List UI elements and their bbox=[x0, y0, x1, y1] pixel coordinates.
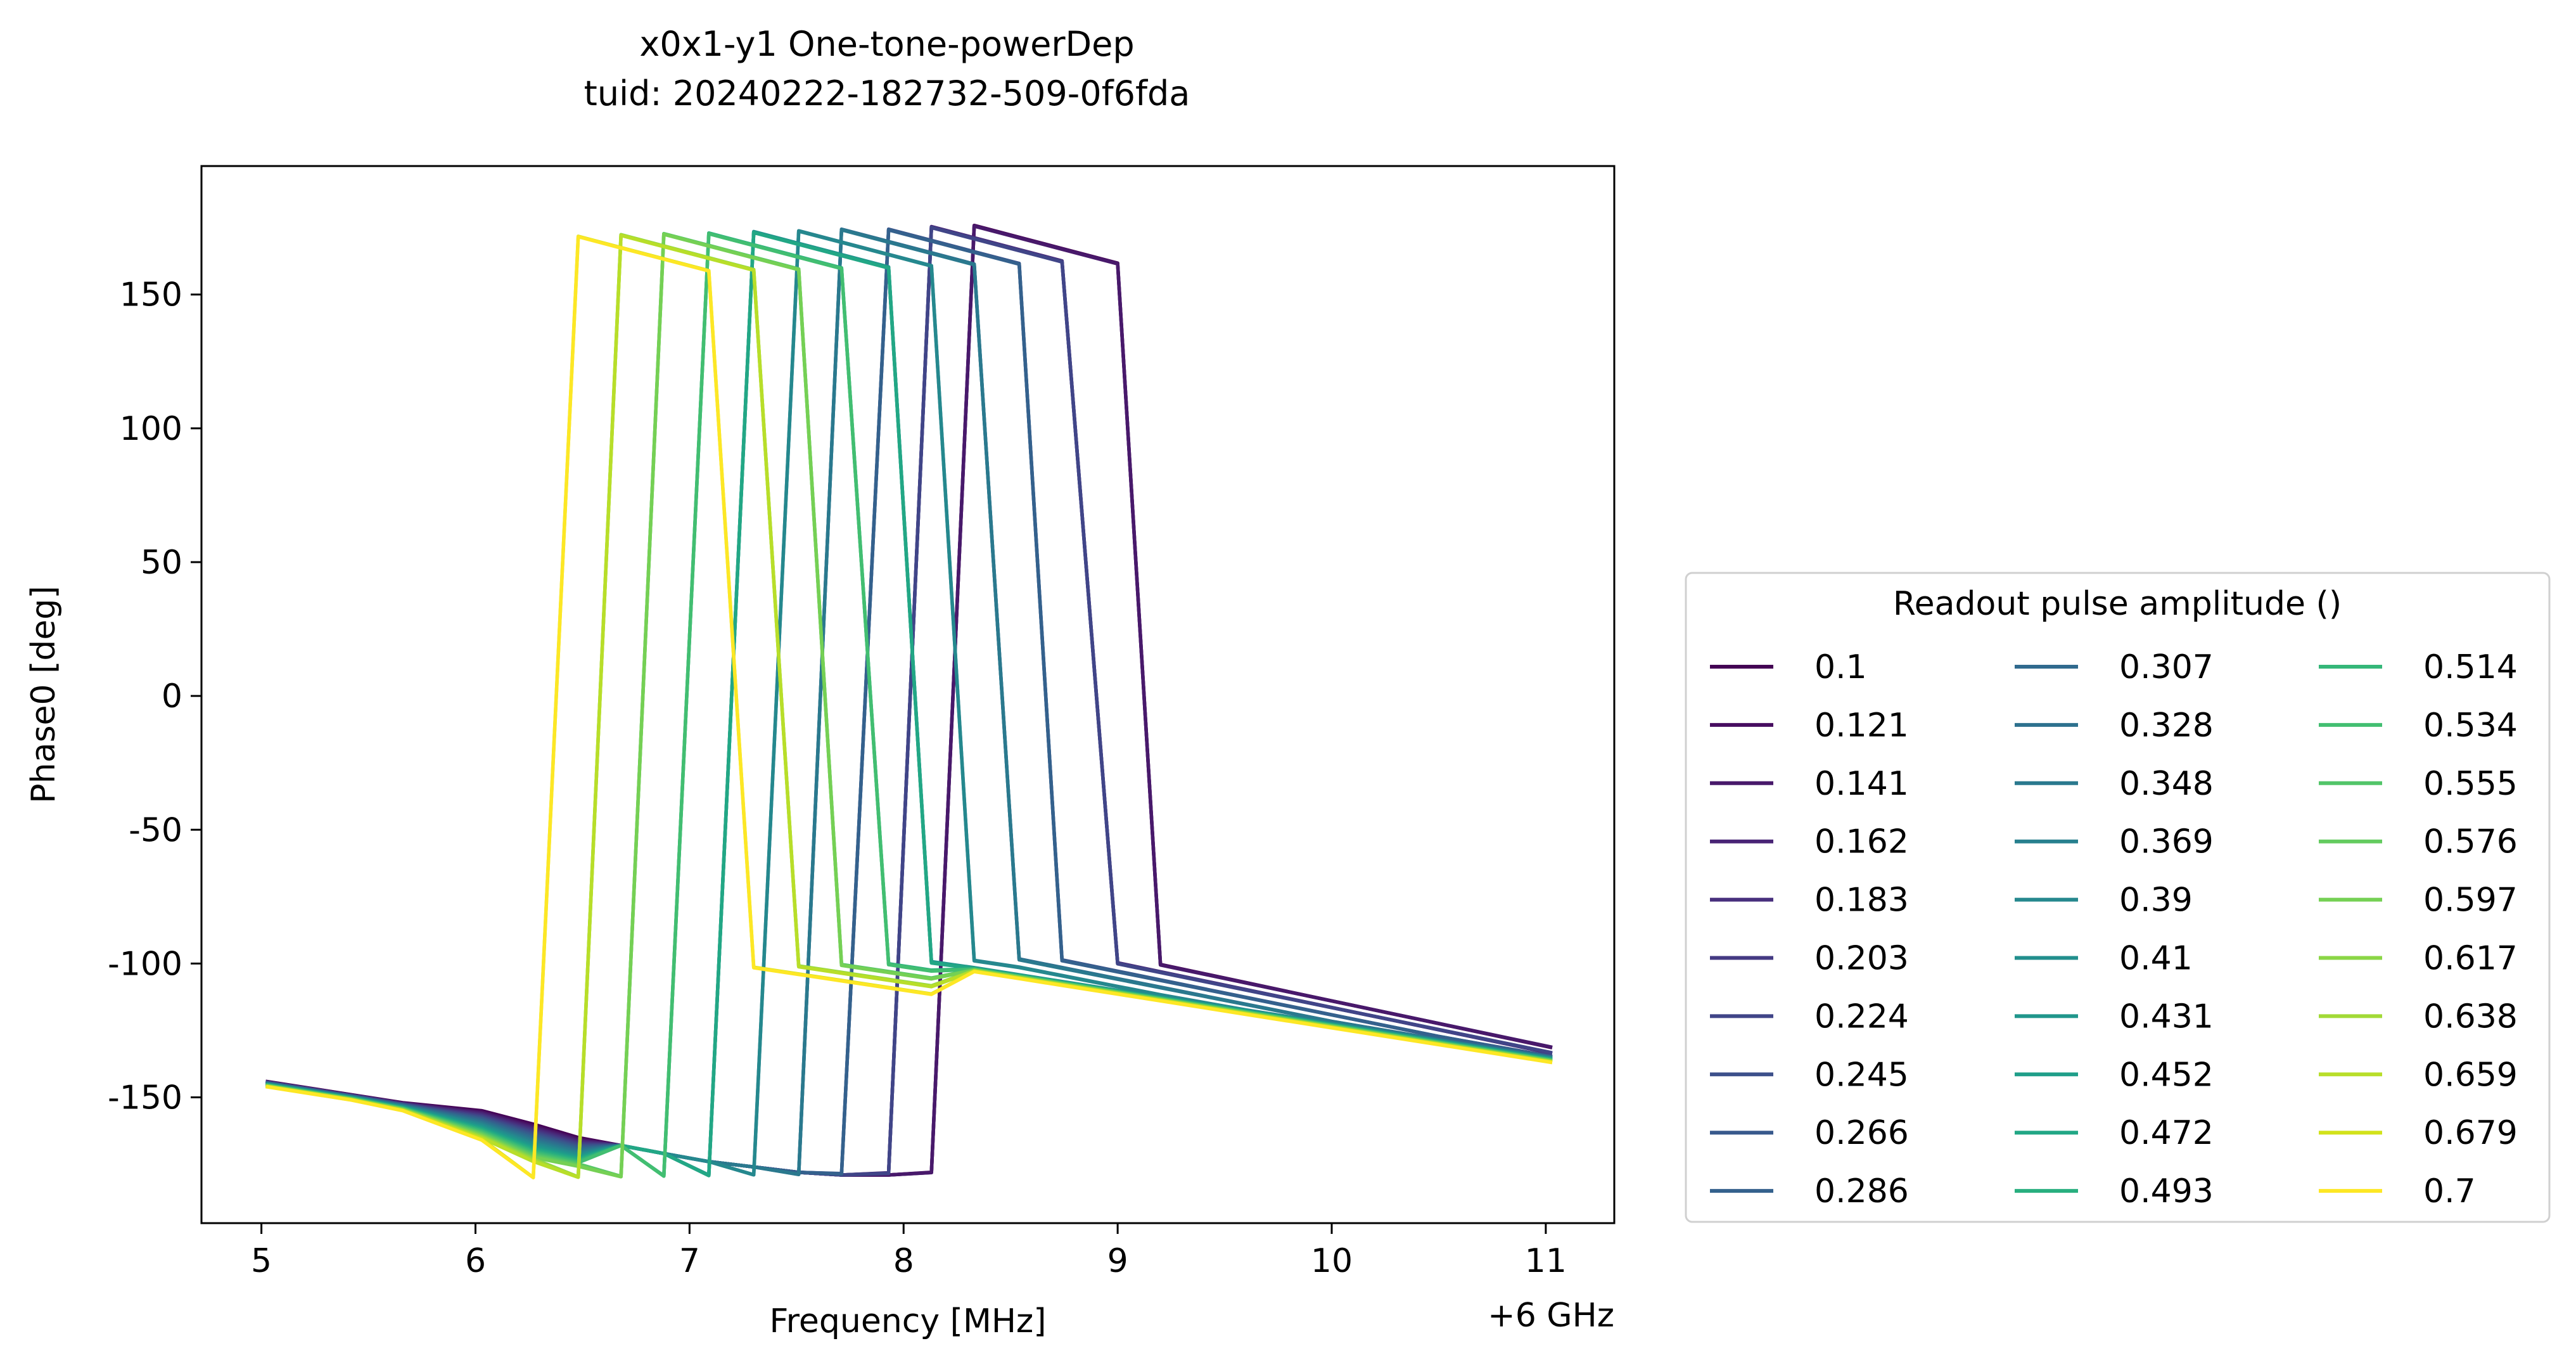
legend-label: 0.224 bbox=[1814, 998, 1909, 1036]
chart-subtitle: tuid: 20240222-182732-509-0f6fda bbox=[584, 74, 1190, 113]
y-tick-label: 0 bbox=[162, 677, 182, 716]
legend-label: 0.266 bbox=[1814, 1114, 1909, 1152]
legend-label: 0.369 bbox=[2119, 823, 2214, 861]
legend-label: 0.348 bbox=[2119, 765, 2214, 803]
legend-label: 0.659 bbox=[2423, 1056, 2518, 1094]
x-tick-label: 10 bbox=[1311, 1242, 1353, 1280]
legend-label: 0.555 bbox=[2423, 765, 2518, 803]
legend-entries: 0.1 0.121 0.141 0.162 0.183 0.203 0.224 0.245 0.… bbox=[1710, 648, 2518, 1210]
y-axis-label: Phase0 [deg] bbox=[25, 586, 63, 803]
legend-label: 0.493 bbox=[2119, 1172, 2214, 1210]
legend-label: 0.617 bbox=[2423, 940, 2518, 978]
legend-label: 0.203 bbox=[1814, 940, 1909, 978]
y-tick-label: 50 bbox=[141, 544, 182, 582]
legend-label: 0.514 bbox=[2423, 648, 2518, 686]
x-axis-label: Frequency [MHz] bbox=[770, 1302, 1047, 1340]
chart-title: x0x1-y1 One-tone-powerDep bbox=[639, 24, 1134, 64]
legend-label: 0.679 bbox=[2423, 1114, 2518, 1152]
x-tick-label: 7 bbox=[679, 1242, 700, 1280]
plot-frame bbox=[200, 165, 1616, 1224]
x-axis-ticks: 5 6 7 8 9 10 11 bbox=[251, 1223, 1567, 1280]
x-tick-label: 8 bbox=[893, 1242, 914, 1280]
x-tick-label: 11 bbox=[1525, 1242, 1567, 1280]
x-tick-label: 5 bbox=[251, 1242, 272, 1280]
y-tick-label: -150 bbox=[108, 1079, 182, 1117]
legend: Readout pulse amplitude () 0.1 0.121 0.141… bbox=[1685, 572, 2551, 1223]
legend-label: 0.1 bbox=[1814, 648, 1867, 686]
legend-label: 0.638 bbox=[2423, 998, 2518, 1036]
legend-label: 0.576 bbox=[2423, 823, 2518, 861]
plot-lines bbox=[265, 223, 1553, 1179]
x-tick-label: 6 bbox=[465, 1242, 486, 1280]
legend-label: 0.7 bbox=[2423, 1172, 2476, 1210]
legend-label: 0.286 bbox=[1814, 1172, 1909, 1210]
legend-label: 0.162 bbox=[1814, 823, 1909, 861]
legend-label: 0.183 bbox=[1814, 882, 1909, 920]
legend-label: 0.431 bbox=[2119, 998, 2214, 1036]
legend-label: 0.472 bbox=[2119, 1114, 2214, 1152]
x-tick-label: 9 bbox=[1107, 1242, 1128, 1280]
legend-label: 0.452 bbox=[2119, 1056, 2214, 1094]
legend-label: 0.328 bbox=[2119, 707, 2214, 745]
y-axis-ticks: 150 100 50 0 -50 -100 -150 bbox=[108, 276, 201, 1117]
y-tick-label: -50 bbox=[129, 811, 182, 849]
legend-label: 0.597 bbox=[2423, 882, 2518, 920]
y-tick-label: 150 bbox=[120, 276, 182, 314]
legend-label: 0.534 bbox=[2423, 707, 2518, 745]
legend-label: 0.307 bbox=[2119, 648, 2214, 686]
legend-title: Readout pulse amplitude () bbox=[1893, 585, 2342, 623]
legend-label: 0.141 bbox=[1814, 765, 1909, 803]
y-tick-label: 100 bbox=[120, 410, 182, 448]
x-offset-label: +6 GHz bbox=[1488, 1297, 1614, 1335]
series-line-0.7 bbox=[265, 234, 1553, 1179]
legend-frame bbox=[1685, 572, 2551, 1223]
legend-label: 0.41 bbox=[2119, 940, 2193, 978]
legend-label: 0.121 bbox=[1814, 707, 1909, 745]
legend-label: 0.39 bbox=[2119, 882, 2193, 920]
legend-label: 0.245 bbox=[1814, 1056, 1909, 1094]
y-tick-label: -100 bbox=[108, 945, 182, 983]
